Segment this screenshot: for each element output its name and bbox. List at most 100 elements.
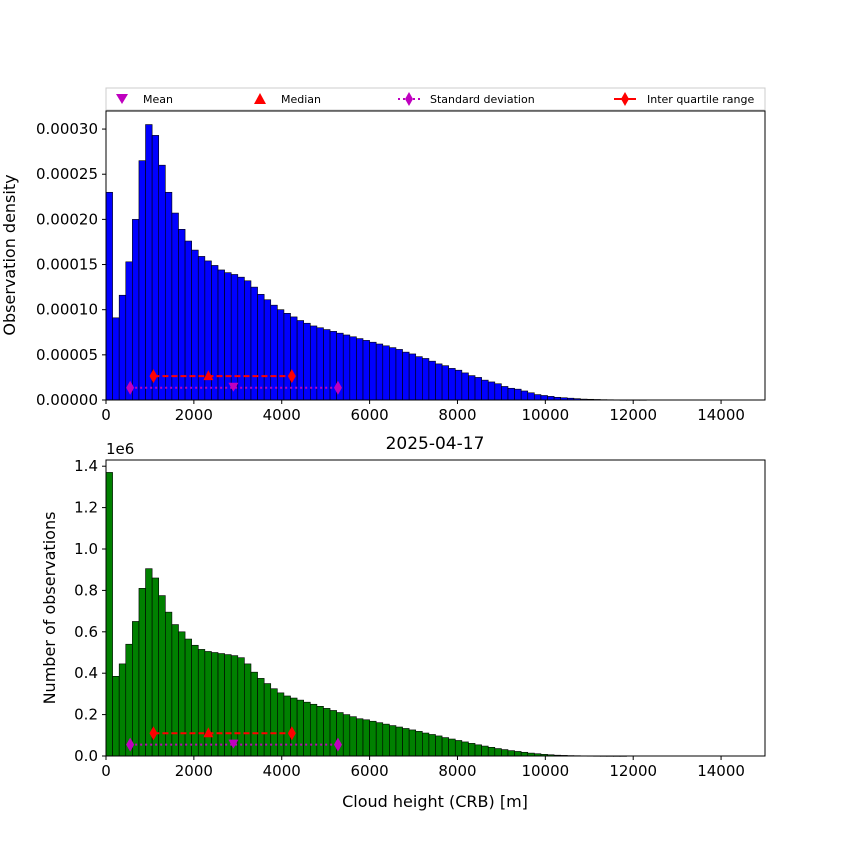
bar — [461, 741, 469, 757]
y-tick-label: 0.00005 — [36, 346, 98, 364]
x-tick-label: 4000 — [263, 762, 301, 780]
bar — [408, 353, 417, 401]
bar — [435, 735, 443, 757]
bar — [428, 734, 436, 757]
bar — [547, 396, 555, 401]
median-marker — [203, 727, 214, 738]
bar — [520, 390, 529, 401]
bar — [158, 164, 166, 401]
bar — [191, 249, 199, 401]
bar — [362, 340, 370, 401]
bar — [191, 644, 199, 757]
bar — [197, 256, 206, 401]
bar — [395, 349, 403, 401]
top-x-axis: 0 2000 4000 6000 8000 10000 12000 14000 — [101, 400, 745, 424]
bar — [257, 294, 265, 401]
bar — [454, 740, 463, 757]
bar — [270, 304, 278, 401]
bar — [342, 714, 351, 757]
top-stat-markers — [126, 369, 342, 395]
bar — [369, 341, 377, 401]
bar — [244, 663, 252, 757]
x-tick-label: 14000 — [697, 406, 745, 424]
bar — [217, 269, 225, 401]
bar — [283, 695, 291, 757]
bar — [481, 379, 489, 401]
bottom-count-chart: 2025-04-17 1e6 0 2000 4000 6000 8000 10000 120… — [40, 434, 766, 811]
bar — [158, 595, 166, 757]
bar — [178, 631, 186, 757]
bar — [171, 212, 179, 401]
bar — [250, 671, 258, 757]
bar — [283, 312, 291, 401]
bar — [435, 363, 443, 401]
std-low-marker — [126, 737, 135, 752]
bottom-y-axis-label: Number of observations — [40, 512, 59, 705]
bar — [171, 624, 179, 757]
y-tick-label: 0.00025 — [36, 165, 98, 183]
bar — [389, 725, 397, 757]
y-tick-label: 0.00000 — [36, 391, 98, 409]
bar — [263, 683, 272, 757]
x-tick-label: 0 — [101, 762, 111, 780]
bar — [408, 729, 417, 757]
y-tick-label: 0.00010 — [36, 301, 98, 319]
bar — [422, 732, 430, 757]
std-low-marker — [126, 380, 135, 395]
legend-label-iqr: Inter quartile range — [647, 93, 754, 106]
bar — [349, 716, 357, 757]
bottom-x-axis-label: Cloud height (CRB) [m] — [342, 792, 528, 811]
y-tick-label: 0.0 — [74, 747, 98, 765]
y-tick-label: 0.00030 — [36, 120, 98, 138]
bar — [224, 272, 232, 401]
bar — [138, 588, 146, 757]
bar — [422, 358, 430, 401]
bar — [316, 706, 324, 757]
bar — [323, 708, 331, 757]
bar — [415, 731, 423, 757]
triangle-up-icon — [254, 93, 266, 104]
bar — [362, 719, 370, 757]
bar — [309, 703, 318, 757]
bar — [369, 720, 377, 757]
bar — [145, 568, 153, 757]
bar — [112, 676, 120, 757]
x-tick-label: 2000 — [175, 762, 213, 780]
bar — [540, 395, 548, 401]
triangle-down-icon — [116, 94, 128, 104]
bar — [441, 737, 449, 757]
x-tick-label: 6000 — [351, 406, 389, 424]
bar — [474, 377, 482, 401]
bar — [474, 744, 482, 757]
bottom-stat-markers — [126, 726, 342, 752]
bar — [184, 638, 192, 757]
bottom-bars — [105, 472, 627, 757]
bottom-x-axis: 0 2000 4000 6000 8000 10000 12000 14000 — [101, 756, 745, 780]
bar — [138, 160, 146, 401]
bar — [501, 386, 509, 401]
bar — [132, 621, 140, 757]
bar — [356, 718, 364, 757]
bar — [514, 751, 522, 757]
bar — [132, 219, 140, 401]
bar — [316, 327, 324, 401]
legend-frame — [105, 87, 766, 111]
bar — [296, 699, 304, 757]
bar — [454, 369, 463, 401]
iqr-low-marker — [149, 726, 158, 741]
bar — [118, 663, 127, 757]
top-bars — [105, 124, 647, 401]
iqr-high-marker — [287, 726, 296, 741]
legend-label-std: Standard deviation — [430, 93, 535, 106]
bar — [217, 653, 225, 757]
bar — [375, 722, 384, 757]
bar — [303, 701, 311, 757]
bar — [448, 738, 456, 757]
bar — [356, 338, 364, 401]
bar — [461, 372, 469, 401]
std-high-marker — [333, 737, 342, 752]
bar — [342, 334, 351, 401]
diamond-solid-line-icon — [621, 92, 629, 106]
x-tick-label: 8000 — [438, 762, 476, 780]
bar — [514, 388, 522, 401]
